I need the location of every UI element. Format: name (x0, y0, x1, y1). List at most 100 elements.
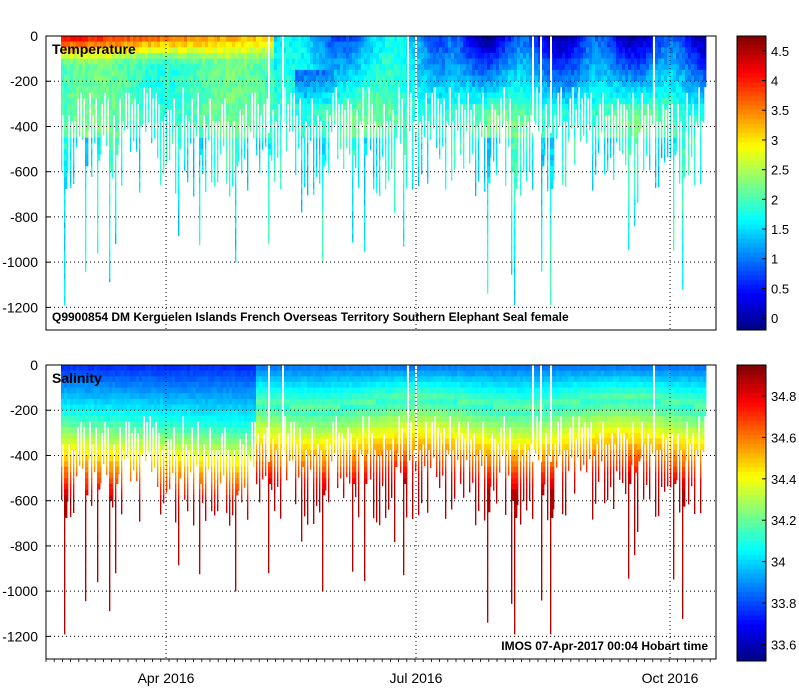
profile-cell (121, 183, 123, 186)
profile-cell (193, 92, 197, 99)
profile-cell (244, 75, 248, 82)
profile-cell (169, 86, 173, 93)
profile-cell (79, 103, 81, 110)
profile-cell (553, 36, 557, 42)
profile-cell (352, 36, 356, 42)
profile-cell (232, 137, 234, 144)
profile-cell (625, 109, 627, 116)
profile-cell (373, 143, 375, 150)
profile-cell (196, 132, 198, 137)
profile-cell (493, 137, 495, 144)
profile-cell (541, 233, 543, 240)
profile-cell (487, 109, 491, 116)
profile-cell (61, 64, 65, 71)
profile-cell (79, 47, 83, 54)
profile-cell (628, 233, 630, 240)
profile-cell (667, 137, 669, 144)
profile-cell (556, 69, 560, 76)
profile-cell (604, 103, 608, 110)
profile-cell (94, 75, 98, 82)
profile-cell (493, 69, 497, 76)
profile-cell (337, 75, 341, 82)
profile-cell (475, 188, 477, 195)
profile-cell (238, 126, 240, 133)
profile-cell (256, 86, 260, 93)
profile-cell (97, 154, 101, 161)
profile-cell (205, 183, 207, 189)
profile-cell (442, 132, 444, 139)
profile-cell (550, 149, 554, 156)
profile-cell (175, 36, 179, 42)
profile-cell (514, 36, 518, 42)
profile-cell (487, 103, 491, 110)
profile-cell (349, 58, 353, 65)
profile-cell (484, 41, 488, 48)
profile-cell (199, 41, 203, 48)
profile-cell (592, 81, 596, 88)
profile-cell (352, 41, 356, 48)
profile-cell (487, 199, 489, 206)
profile-cell (403, 222, 405, 229)
profile-cell (241, 149, 243, 156)
profile-cell (121, 109, 125, 116)
profile-cell (160, 75, 164, 82)
profile-cell (649, 149, 651, 156)
profile-cell (85, 188, 87, 195)
profile-cell (523, 64, 527, 71)
profile-cell (616, 132, 618, 139)
profile-cell (214, 52, 218, 59)
profile-cell (259, 98, 263, 105)
profile-cell (178, 183, 180, 189)
profile-cell (343, 126, 345, 133)
profile-cell (565, 36, 569, 42)
profile-cell (217, 58, 221, 65)
profile-cell (436, 103, 438, 110)
profile-cell (82, 64, 86, 71)
profile-cell (478, 137, 480, 144)
profile-cell (607, 166, 609, 172)
profile-cell (502, 98, 504, 105)
profile-cell (457, 92, 459, 99)
profile-cell (433, 98, 435, 105)
profile-cell (247, 109, 251, 116)
profile-cell (67, 86, 71, 93)
profile-cell (574, 132, 576, 139)
profile-cell (544, 149, 546, 156)
profile-cell (607, 58, 611, 65)
profile-cell (187, 36, 191, 42)
profile-cell (640, 36, 644, 42)
profile-cell (70, 183, 72, 189)
profile-cell (244, 103, 246, 110)
profile-cell (475, 47, 479, 54)
profile-cell (487, 245, 489, 252)
profile-cell (190, 69, 194, 76)
profile-cell (379, 47, 383, 54)
profile-cell (376, 177, 378, 184)
profile-cell (76, 69, 80, 76)
profile-cell (283, 69, 287, 76)
profile-cell (139, 41, 143, 48)
profile-cell (289, 69, 293, 76)
profile-cell (625, 160, 627, 166)
profile-cell (94, 86, 98, 93)
profile-cell (370, 86, 374, 93)
profile-cell (229, 36, 233, 42)
profile-cell (439, 92, 443, 99)
profile-cell (514, 279, 516, 286)
profile-cell (574, 47, 578, 54)
profile-cell (511, 36, 515, 42)
profile-cell (484, 154, 486, 161)
profile-cell (277, 58, 281, 65)
profile-cell (130, 36, 134, 42)
profile-cell (145, 64, 149, 71)
profile-cell (478, 109, 482, 116)
profile-cell (409, 64, 413, 71)
profile-cell (514, 194, 516, 201)
profile-cell (496, 69, 500, 76)
profile-cell (502, 92, 504, 99)
profile-cell (304, 154, 306, 161)
profile-cell (211, 75, 215, 82)
profile-cell (529, 98, 533, 105)
profile-cell (217, 47, 221, 54)
profile-cell (199, 98, 203, 105)
